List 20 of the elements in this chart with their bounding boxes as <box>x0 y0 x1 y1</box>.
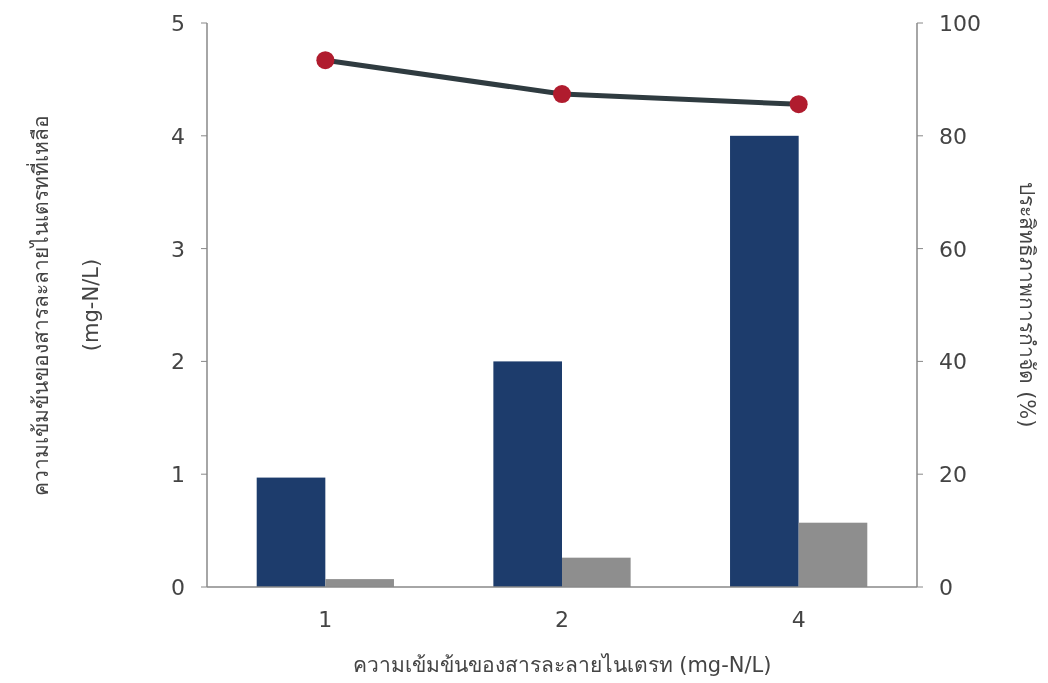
y2-tick-label: 40 <box>939 349 967 375</box>
y2-tick-label: 60 <box>939 236 967 262</box>
bar <box>730 135 799 587</box>
y-tick-label: 0 <box>171 575 185 600</box>
y2-axis-title: ประสิทธิภาพการกำจัด (%) <box>1015 182 1039 428</box>
bar <box>256 477 326 587</box>
x-axis-title: ความเข้มข้นของสารละลายไนเตรท (mg-N/L) <box>352 653 772 677</box>
y-tick-label: 2 <box>171 349 185 375</box>
y2-tick-label: 20 <box>939 462 967 488</box>
y-tick-label: 1 <box>171 462 185 488</box>
y2-tick-label: 100 <box>939 11 981 36</box>
bar <box>493 361 562 587</box>
y-tick-label: 3 <box>171 236 185 262</box>
x-tick-label: 1 <box>318 607 333 632</box>
y2-tick-label: 0 <box>939 575 953 600</box>
x-tick-label: 2 <box>555 607 569 632</box>
x-tick-label: 4 <box>791 607 806 632</box>
y2-tick-label: 80 <box>939 123 967 149</box>
y-tick-label: 5 <box>171 11 185 36</box>
y-tick-label: 4 <box>171 123 185 149</box>
